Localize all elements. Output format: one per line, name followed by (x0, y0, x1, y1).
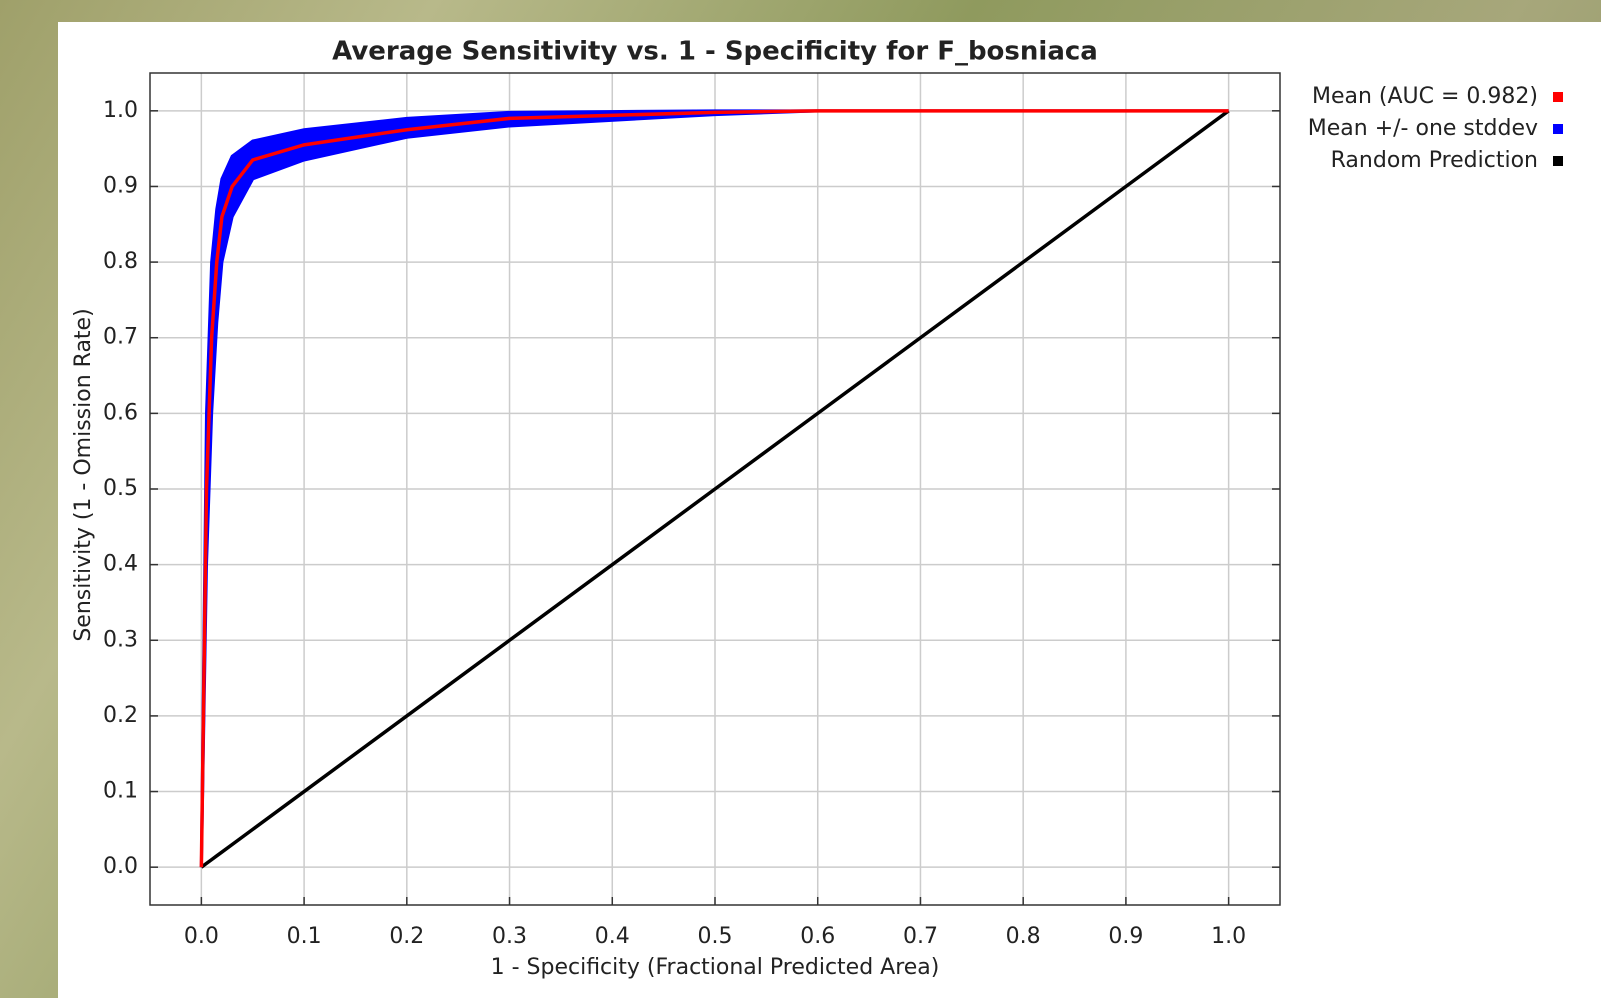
x-tick-label: 0.1 (287, 924, 322, 949)
y-tick-label: 0.3 (103, 627, 138, 652)
y-tick-label: 0.6 (103, 400, 138, 425)
y-tick-label: 0.2 (103, 703, 138, 728)
x-axis-label: 1 - Specificity (Fractional Predicted Ar… (491, 955, 940, 980)
legend-swatch (1553, 156, 1563, 166)
x-tick-label: 0.3 (492, 924, 527, 949)
series-line (199, 109, 1229, 868)
series-line (200, 109, 1230, 869)
y-tick-label: 0.0 (103, 854, 138, 879)
stddev-band (199, 109, 1229, 868)
y-tick-label: 0.8 (103, 249, 138, 274)
y-tick-label: 0.9 (103, 173, 138, 198)
chart-title: Average Sensitivity vs. 1 - Specificity … (332, 37, 1098, 67)
legend-swatch (1553, 124, 1563, 134)
x-tick-label: 0.0 (184, 924, 219, 949)
legend-label: Mean (AUC = 0.982) (1312, 84, 1538, 109)
legend-label: Mean +/- one stddev (1308, 116, 1538, 141)
y-tick-label: 0.7 (103, 325, 138, 350)
x-tick-label: 0.6 (800, 924, 835, 949)
x-tick-label: 0.7 (903, 924, 938, 949)
x-tick-label: 1.0 (1211, 924, 1246, 949)
y-tick-label: 0.5 (103, 476, 138, 501)
x-tick-label: 0.9 (1108, 924, 1143, 949)
y-tick-label: 0.1 (103, 779, 138, 804)
y-axis-label: Sensitivity (1 - Omission Rate) (71, 308, 96, 641)
legend-swatch (1553, 92, 1563, 102)
plot-frame (149, 72, 1281, 906)
x-tick-label: 0.5 (698, 924, 733, 949)
chart-panel (58, 22, 1601, 998)
y-tick-label: 0.4 (103, 552, 138, 577)
x-tick-label: 0.4 (595, 924, 630, 949)
y-tick-label: 1.0 (103, 98, 138, 123)
legend-label: Random Prediction (1331, 148, 1538, 173)
x-tick-label: 0.2 (389, 924, 424, 949)
x-tick-label: 0.8 (1006, 924, 1041, 949)
